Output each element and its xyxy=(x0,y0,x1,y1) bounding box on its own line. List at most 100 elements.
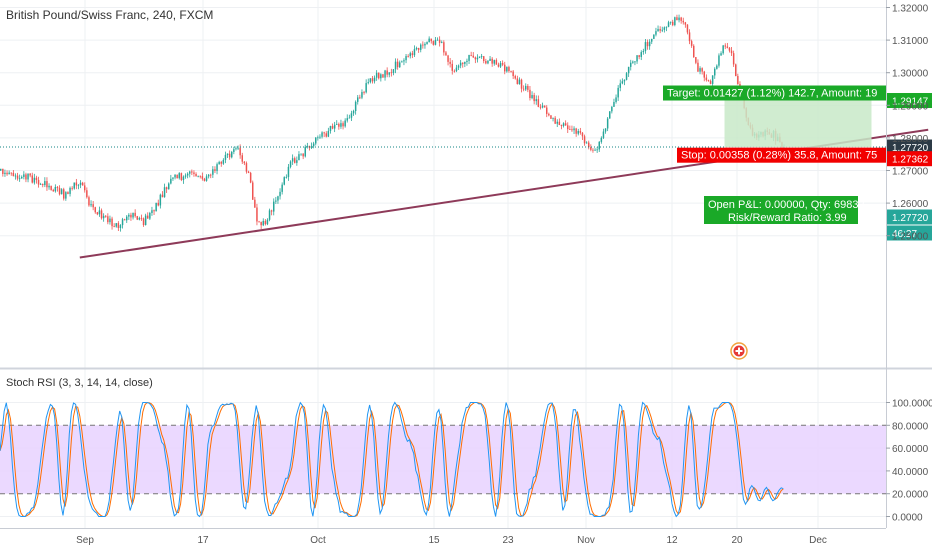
candle-down xyxy=(432,41,435,45)
candle-down xyxy=(371,78,374,82)
candle-down xyxy=(294,158,296,163)
candle-up xyxy=(655,31,657,35)
candle-up xyxy=(604,128,607,132)
candle-down xyxy=(730,50,733,54)
candle-up xyxy=(205,176,208,181)
candle-down xyxy=(67,192,69,194)
candle-down xyxy=(203,178,206,181)
candle-up xyxy=(367,82,369,84)
candle-up xyxy=(615,97,617,103)
candle-down xyxy=(703,71,705,78)
candle-down xyxy=(514,76,516,79)
candle-down xyxy=(564,123,567,126)
candle-up xyxy=(300,153,302,155)
candle-down xyxy=(688,32,691,42)
price-tick-label: 1.32000 xyxy=(892,4,929,15)
candle-down xyxy=(111,218,113,227)
candle-down xyxy=(254,199,256,208)
drawings[interactable]: Target: 0.01427 (1.12%) 142.7, Amount: 1… xyxy=(0,85,932,360)
candle-down xyxy=(58,187,61,195)
candle-down xyxy=(153,210,155,212)
candle-up xyxy=(189,171,191,174)
candle-up xyxy=(27,173,29,180)
candle-down xyxy=(201,176,204,179)
candle-up xyxy=(648,41,651,47)
candle-up xyxy=(0,168,2,171)
candle-up xyxy=(434,39,437,45)
candle-up xyxy=(289,161,292,167)
candle-down xyxy=(378,72,380,79)
candle-up xyxy=(459,62,462,66)
candle-down xyxy=(497,64,500,67)
countdown-label: 46:27 xyxy=(892,229,917,240)
candle-down xyxy=(117,223,120,228)
candle-up xyxy=(420,44,422,50)
candle-down xyxy=(2,168,4,174)
candle-up xyxy=(617,87,619,98)
candle-up xyxy=(720,53,722,56)
candle-up xyxy=(178,173,180,179)
candle-down xyxy=(16,175,19,179)
candle-up xyxy=(216,164,218,171)
candle-up xyxy=(287,166,290,177)
candle-up xyxy=(348,117,351,119)
candles xyxy=(0,14,785,232)
candle-up xyxy=(8,172,10,175)
candle-up xyxy=(384,70,386,78)
candle-down xyxy=(228,153,231,158)
price-tick-label: 1.29000 xyxy=(892,101,929,112)
candle-down xyxy=(533,95,535,102)
rsi-tick-label: 20.0000 xyxy=(892,490,929,501)
candle-up xyxy=(478,56,481,58)
candle-up xyxy=(340,123,342,127)
candle-up xyxy=(640,52,642,57)
rsi-tick-label: 80.0000 xyxy=(892,421,929,432)
candle-down xyxy=(417,47,420,50)
candle-down xyxy=(543,105,546,108)
candle-down xyxy=(42,184,44,186)
candle-up xyxy=(212,169,214,175)
candle-up xyxy=(333,124,336,129)
candle-down xyxy=(548,113,550,116)
candle-down xyxy=(472,55,474,58)
candle-down xyxy=(445,52,447,56)
candle-down xyxy=(588,142,590,148)
stop-label-bg xyxy=(677,147,886,163)
candle-up xyxy=(480,56,483,57)
candle-up xyxy=(609,111,611,119)
candle-up xyxy=(90,204,92,206)
candle-up xyxy=(138,217,141,220)
candle-up xyxy=(170,178,172,184)
candle-up xyxy=(594,149,596,151)
candle-down xyxy=(735,64,737,77)
candle-down xyxy=(86,190,88,198)
candle-down xyxy=(501,63,504,65)
candle-up xyxy=(310,146,313,148)
candle-down xyxy=(243,161,246,164)
candle-up xyxy=(714,68,716,76)
candle-up xyxy=(222,159,225,164)
candle-down xyxy=(199,175,201,177)
candle-down xyxy=(546,107,548,114)
candle-up xyxy=(711,75,714,84)
candle-down xyxy=(12,172,15,177)
candle-up xyxy=(611,106,613,112)
candle-up xyxy=(128,214,130,217)
alert-icon-plus-h xyxy=(735,350,743,352)
candle-down xyxy=(550,115,552,119)
candle-up xyxy=(98,210,101,215)
candle-down xyxy=(140,217,143,219)
candle-up xyxy=(663,27,666,30)
candle-up xyxy=(60,189,63,195)
candle-down xyxy=(25,174,27,180)
candle-up xyxy=(630,62,632,67)
time-tick-label: Nov xyxy=(577,535,595,546)
candle-up xyxy=(39,184,42,185)
candle-up xyxy=(625,73,628,80)
candle-down xyxy=(382,74,384,78)
candle-up xyxy=(644,42,647,51)
candle-up xyxy=(722,45,724,54)
candle-up xyxy=(361,92,363,98)
candle-down xyxy=(176,174,178,179)
